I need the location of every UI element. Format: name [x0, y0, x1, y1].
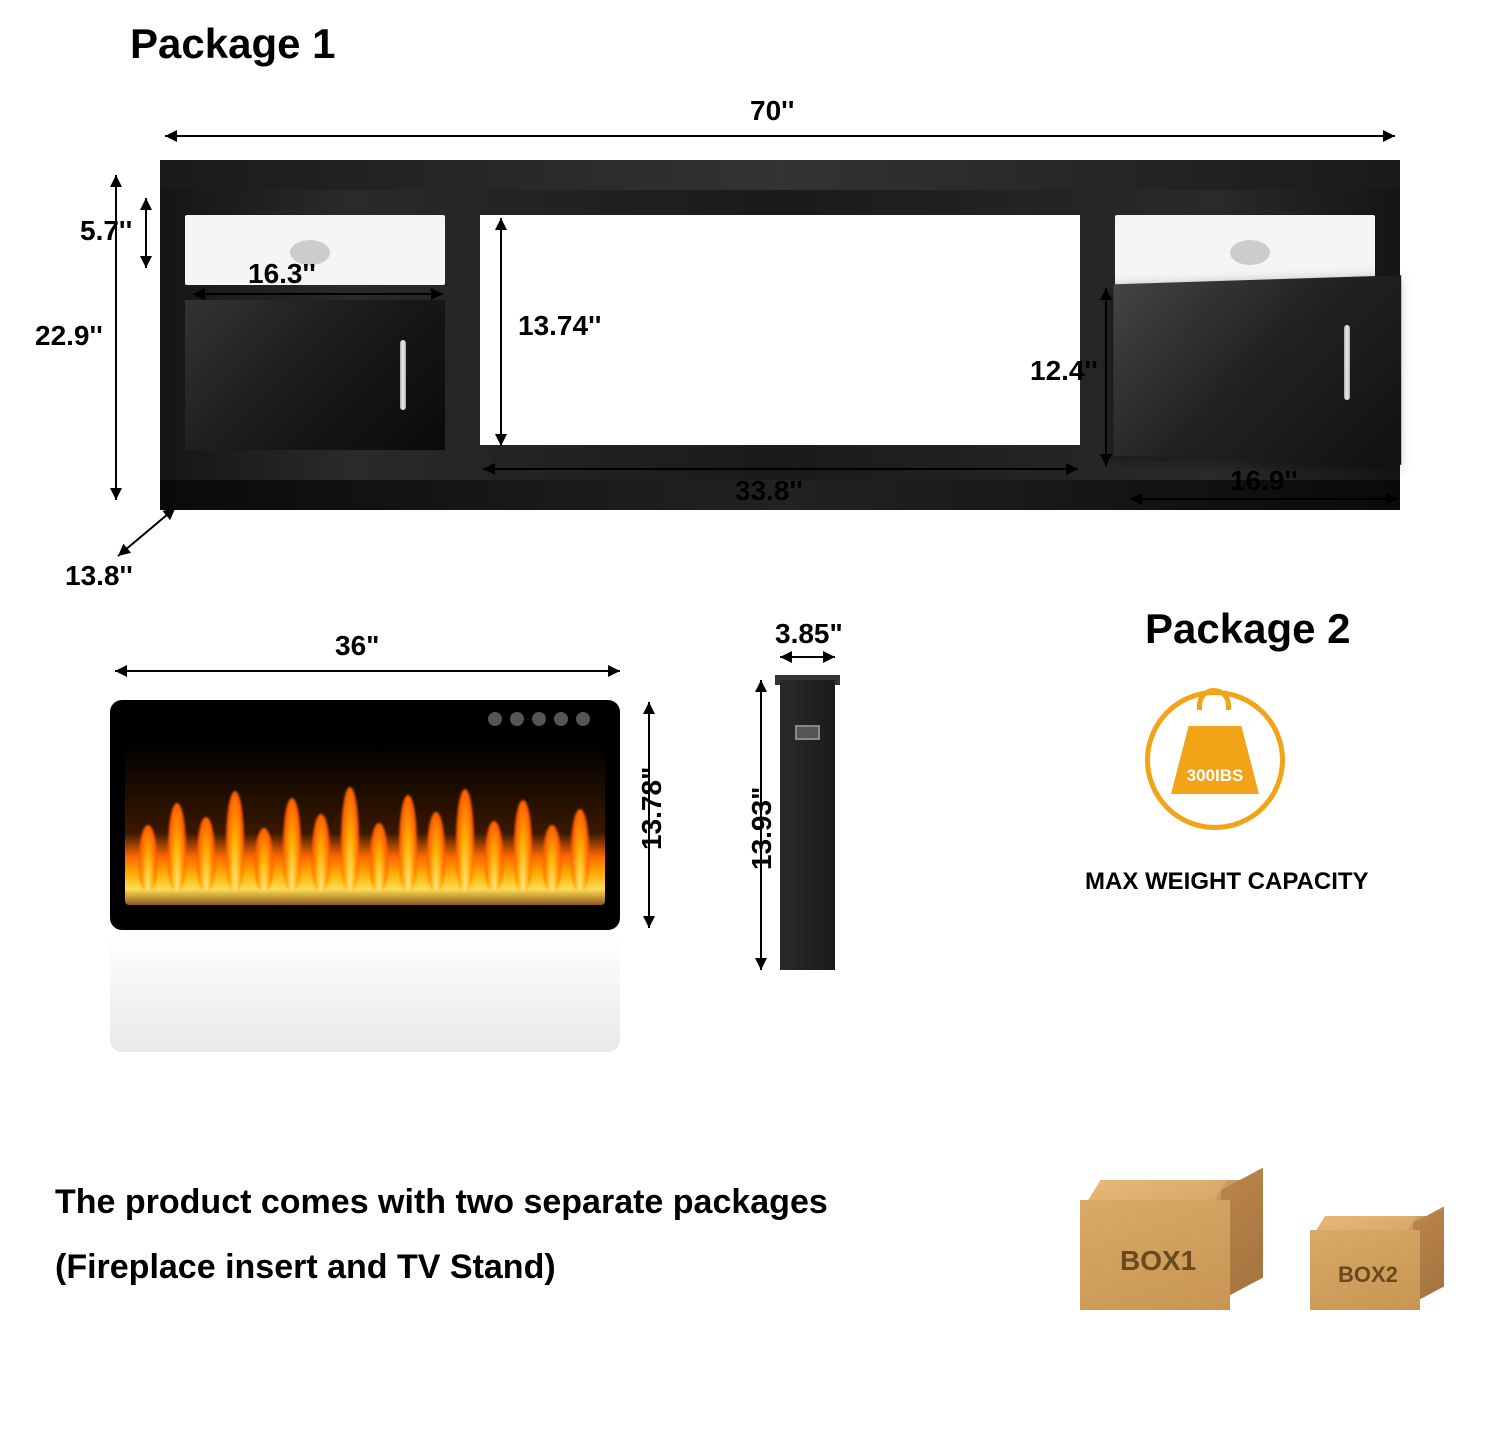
stand-top — [160, 160, 1400, 190]
arrow-total-height — [115, 175, 117, 500]
fireplace-diagram — [110, 700, 620, 930]
arrow-center-height — [500, 218, 502, 446]
arrow-door-width — [1130, 498, 1398, 500]
tv-stand-diagram — [160, 160, 1400, 510]
weight-capacity-icon: 300IBS — [1145, 690, 1285, 830]
dim-center-height: 13.74'' — [518, 310, 601, 342]
arrow-center-width — [483, 468, 1078, 470]
bracket-slot — [795, 725, 820, 740]
cabinet-door-left — [185, 300, 445, 450]
dim-total-width: 70'' — [750, 95, 794, 127]
box1-icon: BOX1 — [1080, 1200, 1230, 1310]
arrow-total-width — [165, 135, 1395, 137]
handle-left — [400, 340, 406, 410]
dim-depth: 13.8'' — [65, 560, 133, 592]
dim-fireplace-height: 13.78" — [636, 767, 668, 850]
box2-label: BOX2 — [1338, 1262, 1398, 1288]
dim-shelf-height: 5.7'' — [80, 215, 132, 247]
handle-right — [1344, 325, 1350, 400]
dim-bracket-depth: 3.85" — [775, 618, 843, 650]
arrow-bracket-depth — [780, 656, 835, 658]
footer-line2: (Fireplace insert and TV Stand) — [55, 1240, 556, 1294]
dim-bracket-height: 13.93" — [746, 787, 778, 870]
weight-value: 300IBS — [1171, 726, 1259, 794]
arrow-depth — [117, 507, 176, 557]
arrow-door-height — [1105, 288, 1107, 466]
dim-center-width: 33.8'' — [735, 475, 803, 507]
weight-dot — [1207, 712, 1221, 726]
arrow-fireplace-width — [115, 670, 620, 672]
box2-icon: BOX2 — [1310, 1230, 1420, 1310]
weight-capacity-label: MAX WEIGHT CAPACITY — [1085, 868, 1369, 896]
footer-line1: The product comes with two separate pack… — [55, 1175, 828, 1229]
fireplace-screen — [125, 745, 605, 905]
fireplace-reflection — [110, 932, 620, 1052]
dim-door-width: 16.9'' — [1230, 465, 1298, 497]
fireplace-controls — [488, 712, 590, 726]
package2-title: Package 2 — [1145, 605, 1351, 653]
arrow-shelf-width — [193, 293, 443, 295]
package1-title: Package 1 — [130, 20, 336, 68]
dim-door-height: 12.4'' — [1030, 355, 1098, 387]
cabinet-door-right — [1113, 275, 1401, 465]
dim-total-height: 22.9'' — [35, 320, 103, 352]
bracket-diagram — [780, 680, 835, 970]
cable-hole-right — [1230, 240, 1270, 265]
dim-fireplace-width: 36" — [335, 630, 379, 662]
dim-shelf-width: 16.3'' — [248, 258, 316, 290]
arrow-shelf-height — [145, 198, 147, 268]
box1-label: BOX1 — [1120, 1245, 1196, 1277]
